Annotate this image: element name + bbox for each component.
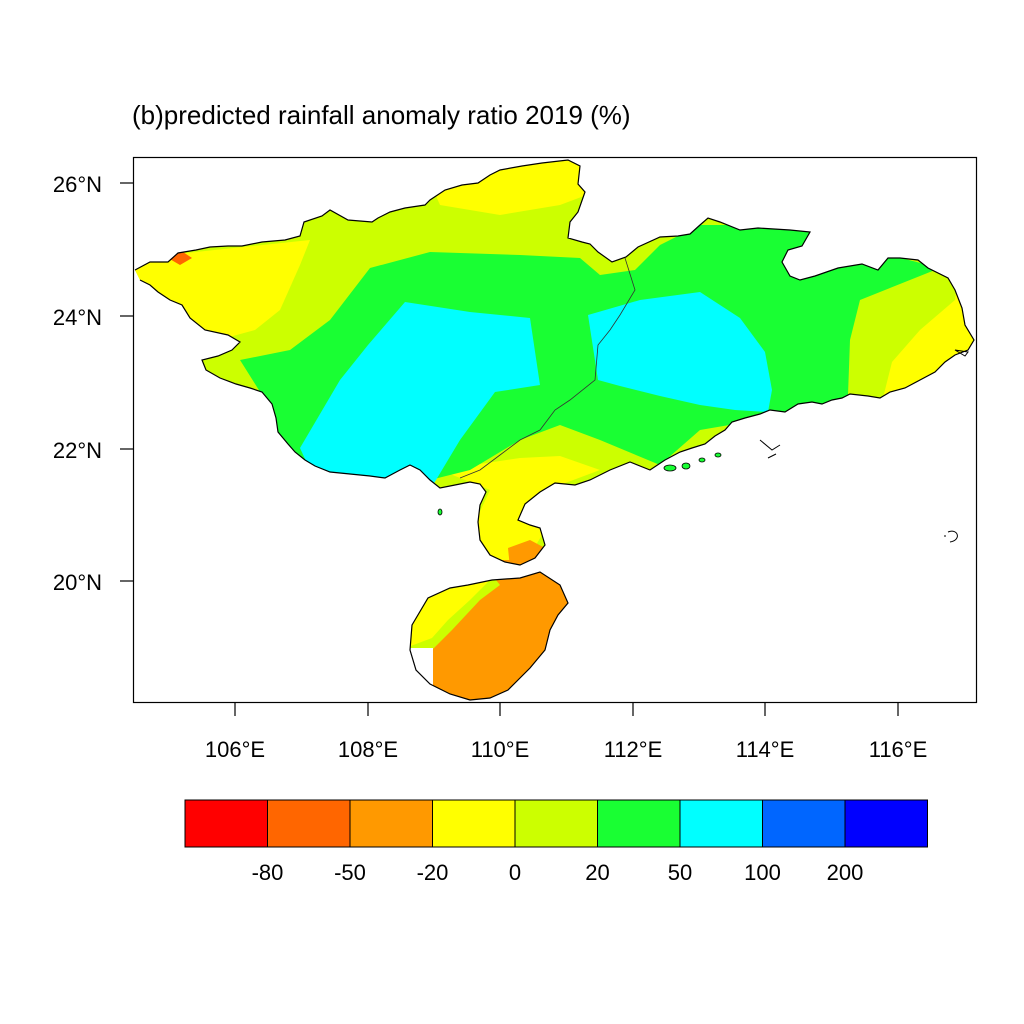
map-plot-area (134, 159, 975, 701)
lat-label-20: 20°N (53, 570, 102, 595)
colorbar-swatch (679, 799, 763, 848)
lon-label-108: 108°E (338, 737, 398, 762)
colorbar-swatch (844, 799, 928, 848)
lon-label-110: 110°E (471, 737, 530, 762)
colorbar-label: -80 (252, 860, 284, 885)
colorbar-label: 50 (668, 860, 692, 885)
colorbar-label: 0 (509, 860, 521, 885)
latitude-axis: 26°N 24°N 22°N 20°N (53, 172, 133, 595)
colorbar-label: 200 (827, 860, 864, 885)
colorbar-label: -20 (417, 860, 449, 885)
colorbar-swatch (184, 799, 268, 848)
longitude-axis: 106°E 108°E 110°E 112°E 114°E 116°E (205, 703, 927, 762)
lat-label-24: 24°N (53, 305, 102, 330)
colorbar-label: -50 (334, 860, 366, 885)
colorbar-labels: -80 -50 -20 0 20 50 100 200 (252, 860, 864, 885)
map-frame (132, 156, 978, 704)
lon-label-114: 114°E (736, 737, 795, 762)
colorbar-label: 20 (585, 860, 609, 885)
colorbar-swatch (597, 799, 681, 848)
lon-label-112: 112°E (604, 737, 663, 762)
map-title: (b)predicted rainfall anomaly ratio 2019… (132, 100, 631, 130)
lon-label-106: 106°E (205, 737, 265, 762)
colorbar-swatch (267, 799, 351, 848)
colorbar-swatch (514, 799, 598, 848)
lon-label-116: 116°E (869, 737, 928, 762)
colorbar-swatch (432, 799, 516, 848)
lat-label-26: 26°N (53, 172, 102, 197)
colorbar-swatch (349, 799, 433, 848)
colorbar-swatch (762, 799, 846, 848)
colorbar-label: 100 (744, 860, 781, 885)
colorbar (184, 799, 928, 848)
lat-label-22: 22°N (53, 438, 102, 463)
